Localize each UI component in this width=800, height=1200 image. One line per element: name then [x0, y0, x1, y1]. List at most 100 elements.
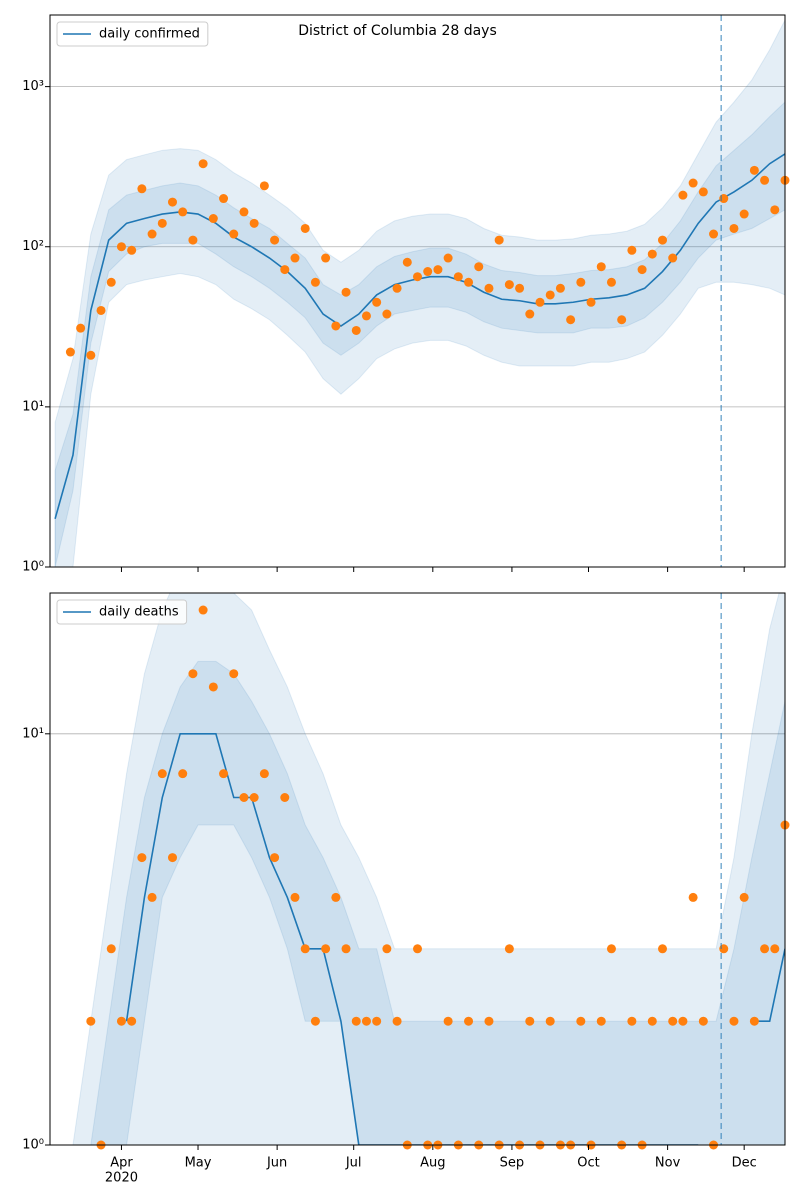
point [321, 944, 331, 954]
point [178, 769, 188, 779]
legend-label: daily confirmed [99, 27, 200, 42]
point [361, 1016, 371, 1026]
point [515, 283, 525, 293]
x-tick-label: Oct [577, 1156, 599, 1171]
point [770, 205, 780, 215]
point [627, 245, 637, 255]
point [392, 1016, 402, 1026]
point [65, 347, 75, 357]
point [545, 1016, 555, 1026]
point [688, 178, 698, 188]
point [188, 669, 198, 679]
axes-frame [49, 592, 786, 1146]
point [739, 892, 749, 902]
point [504, 944, 514, 954]
point [494, 235, 504, 245]
point [86, 1016, 96, 1026]
point [341, 944, 351, 954]
point [668, 1016, 678, 1026]
point [372, 1016, 382, 1026]
point [208, 214, 218, 224]
point [239, 207, 249, 217]
point [229, 229, 239, 239]
point [606, 944, 616, 954]
y-tick-label: 10¹ [22, 726, 44, 741]
point [219, 194, 229, 204]
point [586, 297, 596, 307]
point [137, 184, 147, 194]
axes-frame [49, 14, 786, 568]
point [372, 297, 382, 307]
point [168, 197, 177, 207]
point [739, 209, 749, 219]
point [698, 187, 708, 197]
point [127, 1016, 137, 1026]
point [535, 297, 545, 307]
point [116, 1016, 126, 1026]
point [484, 1016, 494, 1026]
point [760, 944, 770, 954]
chart-title: District of Columbia 28 days [298, 23, 497, 39]
point [76, 323, 86, 333]
point [576, 1016, 586, 1026]
point [331, 321, 341, 331]
y-tick-label: 10⁰ [22, 1138, 44, 1153]
point [280, 265, 290, 275]
point [433, 265, 443, 275]
point [259, 181, 269, 191]
point [208, 682, 218, 692]
x-tick-label: Aug [420, 1156, 445, 1171]
point [106, 944, 116, 954]
point [453, 272, 463, 282]
point [382, 944, 392, 954]
point [249, 218, 259, 228]
point [147, 229, 157, 239]
point [709, 229, 719, 239]
point [413, 944, 422, 954]
band [54, 19, 785, 567]
point [647, 249, 657, 259]
point [157, 769, 167, 779]
point [688, 892, 698, 902]
point [413, 272, 422, 282]
point [127, 245, 137, 255]
x-year-label: 2020 [105, 1171, 138, 1186]
point [270, 853, 280, 863]
point [596, 1016, 606, 1026]
legend-label: daily deaths [99, 605, 179, 620]
point [310, 277, 320, 287]
point [168, 853, 177, 863]
point [658, 235, 667, 245]
point [96, 305, 106, 315]
point [749, 165, 759, 175]
plot-area [50, 19, 785, 567]
point [678, 190, 688, 200]
point [300, 944, 310, 954]
y-tick-label: 10² [22, 239, 44, 254]
point [443, 1016, 453, 1026]
legend-box [56, 599, 188, 625]
point [137, 853, 147, 863]
point [474, 262, 484, 272]
point [290, 253, 300, 263]
point [310, 1016, 320, 1026]
point [596, 262, 606, 272]
point [617, 315, 627, 325]
point [178, 207, 188, 217]
point [351, 1016, 361, 1026]
point [729, 1016, 739, 1026]
point [351, 325, 361, 335]
point [566, 315, 576, 325]
x-tick-label: Apr [110, 1156, 133, 1171]
point [678, 1016, 688, 1026]
point [464, 1016, 474, 1026]
point [606, 277, 616, 287]
point [239, 792, 249, 802]
point [729, 223, 739, 233]
point [402, 257, 412, 267]
point [484, 283, 494, 293]
x-tick-label: Jul [345, 1156, 362, 1171]
point [86, 350, 96, 360]
point [341, 287, 351, 297]
